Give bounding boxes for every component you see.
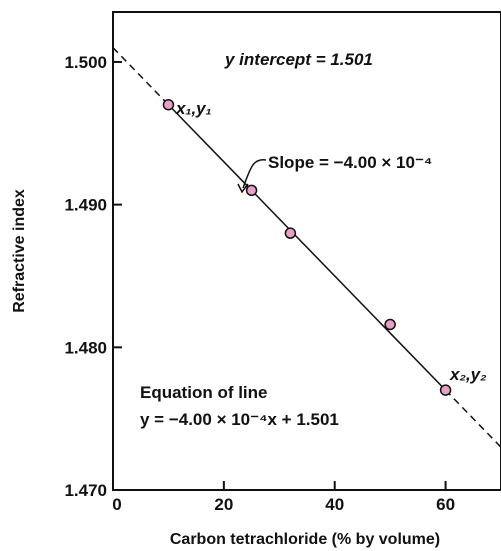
x-tick-label: 0 <box>112 495 121 514</box>
x-axis-ticks: 0 20 40 60 <box>112 481 455 514</box>
fit-line-extrapolation-right <box>445 389 501 448</box>
fit-line-extrapolation-left <box>112 47 169 106</box>
y-axis-ticks: 1.470 1.480 1.490 1.500 <box>64 53 122 500</box>
y-tick-label: 1.500 <box>64 53 107 72</box>
fit-line-group <box>112 47 501 448</box>
y-tick-label: 1.480 <box>64 338 107 357</box>
y-axis-label: Refractive index <box>11 189 28 313</box>
equation-title: Equation of line <box>140 383 268 402</box>
point-2-label: x₂,y₂ <box>449 365 487 384</box>
data-points <box>162 98 452 396</box>
point-1-label: x₁,y₁ <box>175 99 212 118</box>
data-point <box>162 98 175 111</box>
data-point <box>245 184 258 197</box>
x-tick-label: 20 <box>214 495 233 514</box>
x-axis-label: Carbon tetrachloride (% by volume) <box>170 531 440 548</box>
data-point <box>384 318 396 331</box>
plot-frame <box>112 11 501 491</box>
y-tick-label: 1.470 <box>64 481 107 500</box>
equation-text: y = −4.00 × 10⁻⁴x + 1.501 <box>140 410 339 429</box>
data-point <box>439 384 452 396</box>
data-point <box>284 227 297 239</box>
slope-arrow-head <box>237 183 249 194</box>
x-tick-label: 40 <box>325 495 344 514</box>
slope-arrow <box>242 159 267 189</box>
y-tick-label: 1.490 <box>64 196 107 215</box>
fit-line <box>167 104 447 391</box>
slope-annotation: Slope = −4.00 × 10⁻⁴ <box>268 153 432 172</box>
y-intercept-annotation: y intercept = 1.501 <box>224 50 373 69</box>
x-tick-label: 60 <box>436 495 455 514</box>
